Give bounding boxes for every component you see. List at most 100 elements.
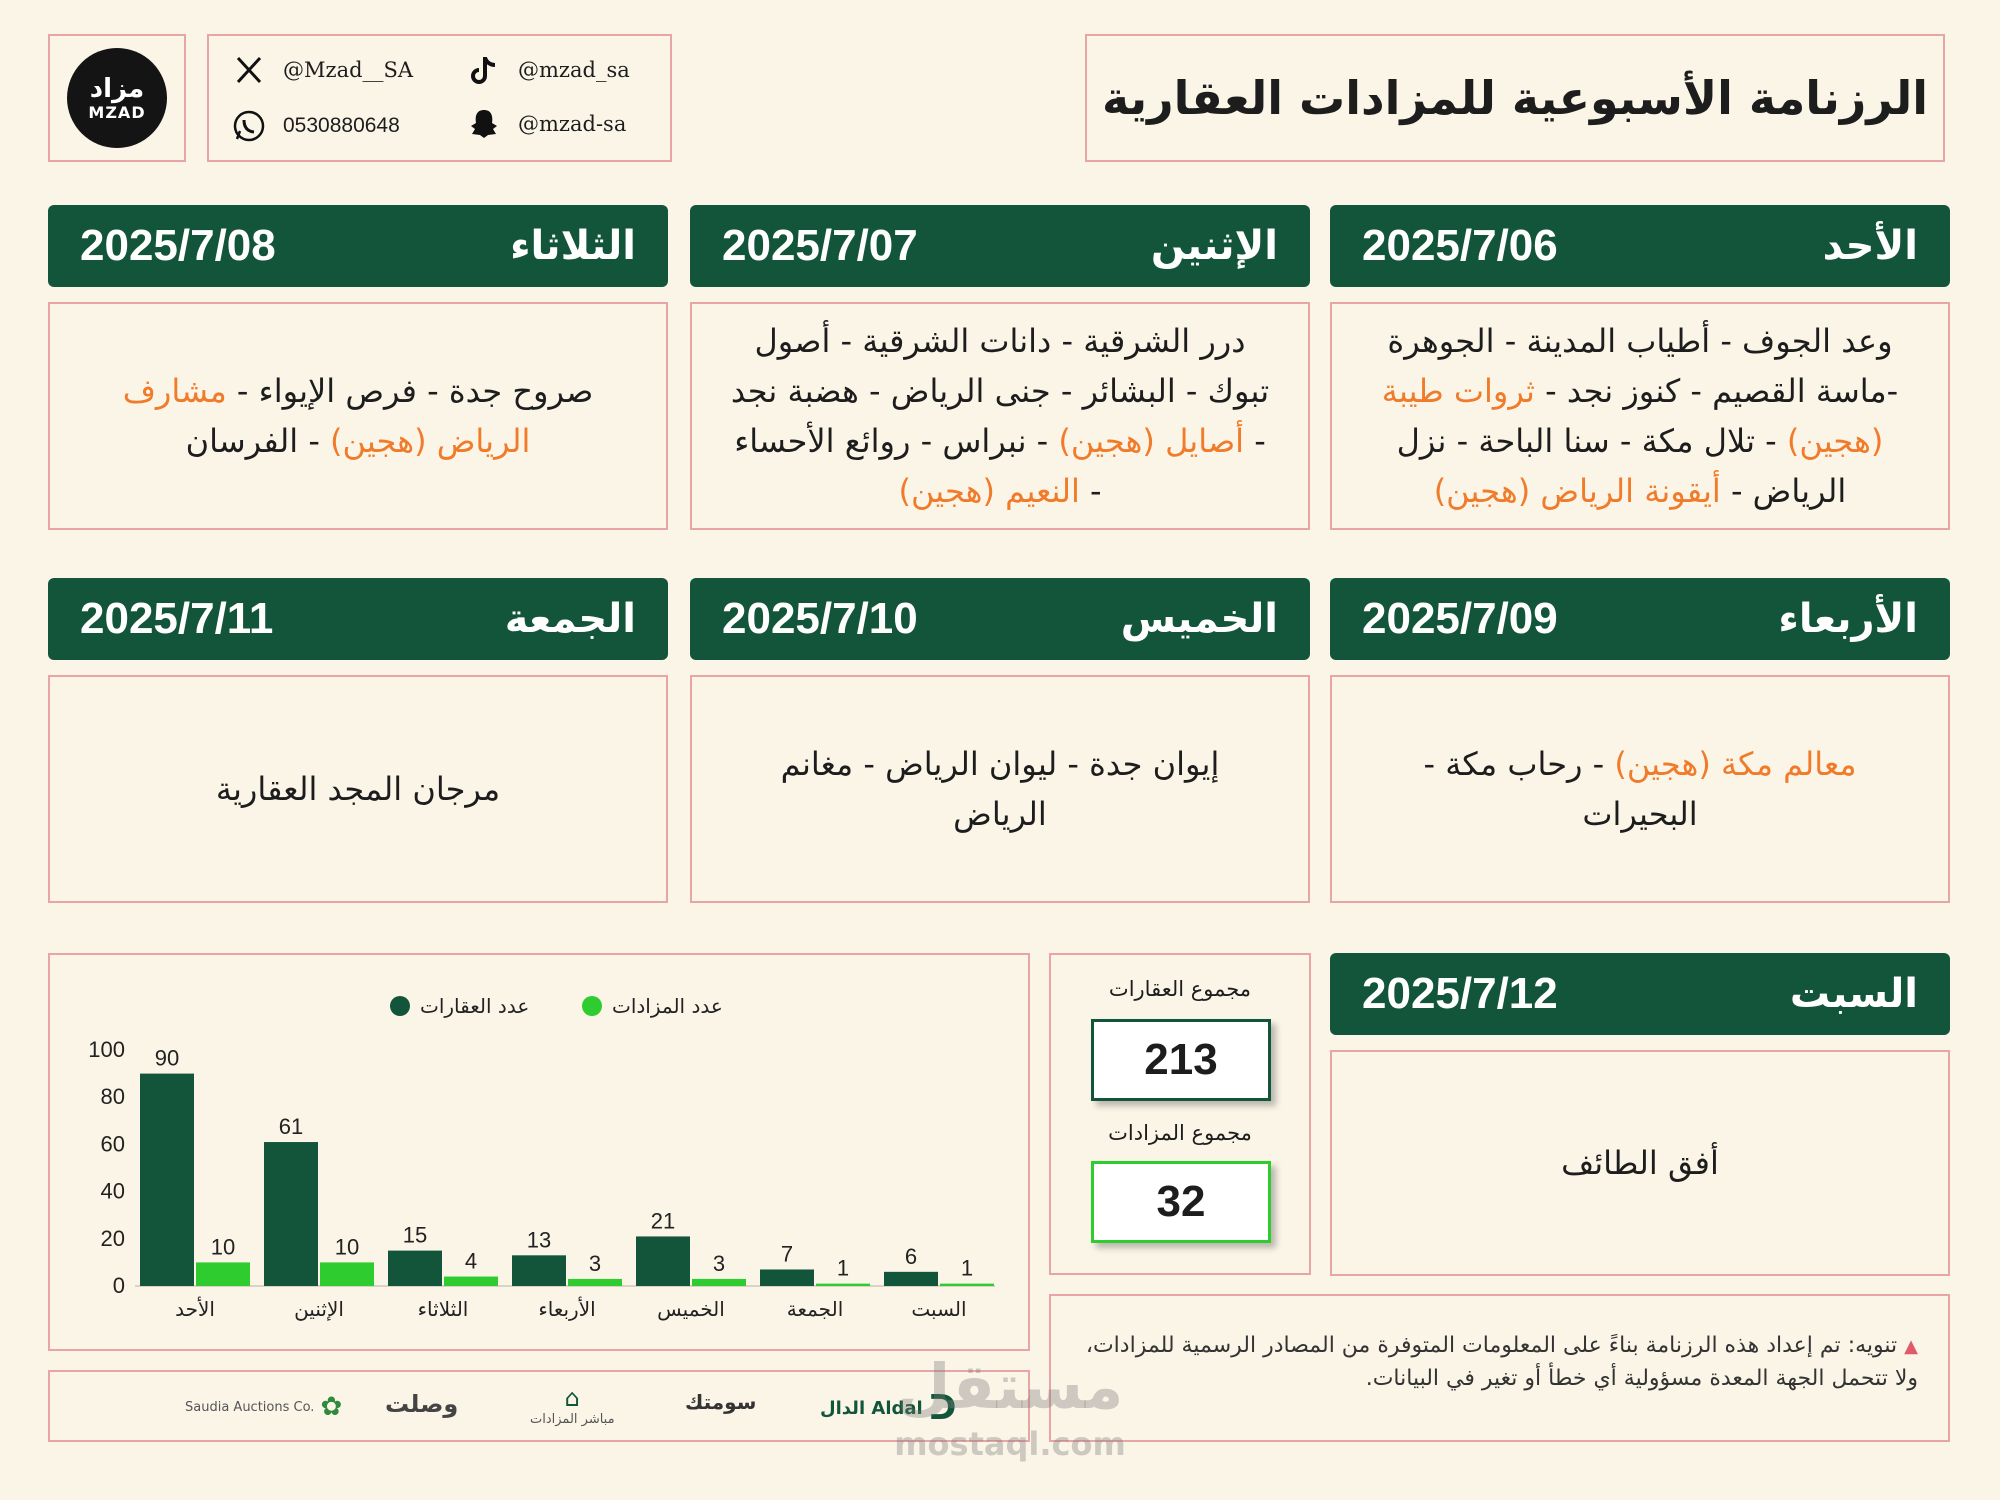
auction-name: مرجان المجد العقارية (215, 770, 501, 808)
logo-arabic: مزاد (89, 73, 145, 104)
bar (388, 1250, 442, 1286)
bar-data-label: 13 (527, 1227, 551, 1252)
x-icon (229, 50, 269, 90)
day-auctions: أفق الطائف (1330, 1050, 1950, 1276)
day-auctions: معالم مكة (هجين) - رحاب مكة - البحيرات (1330, 675, 1950, 903)
day-date: 2025/7/11 (80, 594, 274, 643)
day-auctions: إيوان جدة - ليوان الرياض - مغانم الرياض (690, 675, 1310, 903)
bar-data-label: 10 (211, 1234, 235, 1259)
auction-list: درر الشرقية - دانات الشرقية - أصول تبوك -… (731, 316, 1269, 516)
legend-label: عدد العقارات (420, 994, 529, 1018)
properties-total-label: مجموع العقارات (1108, 977, 1252, 1001)
auction-name: البحيرات (1582, 795, 1698, 833)
auction-name-hybrid: أيقونة الرياض (هجين) (1433, 472, 1721, 510)
mzad-logo: مزاد MZAD (67, 48, 167, 148)
bar (636, 1236, 690, 1286)
day-name: السبت (1789, 971, 1918, 1017)
logo-english: MZAD (88, 102, 146, 122)
bar-data-label: 15 (403, 1223, 427, 1248)
bar-data-label: 90 (155, 1046, 179, 1071)
building-icon: ⌂ (564, 1384, 580, 1412)
auction-name-hybrid: النعيم (هجين) (898, 472, 1080, 510)
sponsor-aldal: الدال Aldal ᑐ (820, 1388, 957, 1428)
day-date: 2025/7/08 (80, 221, 276, 270)
bar (512, 1255, 566, 1286)
auction-line: أفق الطائف (1561, 1138, 1719, 1188)
bar (816, 1283, 870, 1286)
tiktok-link[interactable]: @mzad_sa (464, 50, 630, 90)
auction-list: صروح جدة - فرص الإيواء - مشارف الرياض (هج… (123, 366, 594, 466)
auction-name: - (1244, 422, 1266, 460)
auction-name: الرياض (953, 795, 1047, 833)
x-tick-label: الإثنين (294, 1297, 344, 1321)
x-tick-label: السبت (911, 1297, 966, 1321)
auction-line: وعد الجوف - أطياب المدينة - الجوهرة (1382, 316, 1898, 366)
auction-line: البحيرات (1423, 789, 1856, 839)
logo-box: مزاد MZAD (48, 34, 186, 162)
aldal-logo-icon: ᑐ (928, 1388, 957, 1428)
auction-line: إيوان جدة - ليوان الرياض - مغانم (781, 739, 1220, 789)
auction-list: معالم مكة (هجين) - رحاب مكة - البحيرات (1423, 739, 1856, 839)
bar (940, 1283, 994, 1286)
auction-name-hybrid: ثروات طيبة (1381, 372, 1535, 410)
y-tick-label: 80 (101, 1084, 125, 1109)
bar-data-label: 61 (279, 1114, 303, 1139)
bar-data-label: 4 (465, 1249, 477, 1274)
warning-icon: ▲ (1904, 1336, 1918, 1357)
auction-name-hybrid: أصايل (هجين) (1058, 422, 1245, 460)
auction-line: -ماسة القصيم - كنوز نجد - ثروات طيبة (1382, 366, 1898, 416)
auction-line: - النعيم (هجين) (731, 466, 1269, 516)
auction-line: صروح جدة - فرص الإيواء - مشارف (123, 366, 594, 416)
auction-name: وعد الجوف - أطياب المدينة - الجوهرة (1387, 322, 1893, 360)
day-auctions: درر الشرقية - دانات الشرقية - أصول تبوك -… (690, 302, 1310, 530)
auction-list: وعد الجوف - أطياب المدينة - الجوهرة -ماسة… (1382, 316, 1898, 516)
day-header: 2025/7/09 الأربعاء (1330, 578, 1950, 660)
social-box: @Mzad__SA @mzad_sa 0530880648 @mzad-sa (207, 34, 672, 162)
sponsor-wasalt: وصلت (385, 1390, 459, 1418)
whatsapp-icon (229, 106, 269, 146)
bar-data-label: 6 (905, 1244, 917, 1269)
legend-swatch (390, 996, 410, 1016)
auction-line: الرياض (هجين) - الفرسان (123, 416, 594, 466)
x-link[interactable]: @Mzad__SA (229, 50, 413, 90)
day-name: الأربعاء (1778, 596, 1918, 642)
auction-name: صروح جدة - فرص الإيواء - (226, 372, 594, 410)
whatsapp-number: 0530880648 (283, 114, 400, 137)
bar-data-label: 10 (335, 1234, 359, 1259)
day-header: 2025/7/06 الأحد (1330, 205, 1950, 287)
auction-line: - أصايل (هجين) - نبراس - روائع الأحساء (731, 416, 1269, 466)
day-header: 2025/7/10 الخميس (690, 578, 1310, 660)
bar-data-label: 21 (651, 1208, 675, 1233)
y-tick-label: 20 (101, 1226, 125, 1251)
bar (140, 1073, 194, 1286)
auction-name: -ماسة القصيم - كنوز نجد - (1534, 372, 1899, 410)
auction-name-hybrid: (هجين) (1786, 422, 1884, 460)
auction-name: - (1079, 472, 1102, 510)
notice-text: ▲ تنويه: تم إعداد هذه الرزنامة بناءً على… (1051, 1296, 1948, 1395)
bar-data-label: 1 (961, 1256, 973, 1281)
day-auctions: مرجان المجد العقارية (48, 675, 668, 903)
auction-line: الرياض (781, 789, 1220, 839)
title-box: الرزنامة الأسبوعية للمزادات العقارية (1085, 34, 1945, 162)
totals-box: مجموع العقارات 213 مجموع المزادات 32 (1049, 953, 1311, 1275)
day-header: 2025/7/11 الجمعة (48, 578, 668, 660)
day-date: 2025/7/06 (1362, 221, 1558, 270)
palm-icon: ✿ (320, 1392, 343, 1422)
auction-list: مرجان المجد العقارية (216, 764, 500, 814)
y-tick-label: 100 (88, 1037, 125, 1062)
whatsapp-link[interactable]: 0530880648 (229, 106, 400, 146)
auction-line: (هجين) - تلال مكة - سنا الباحة - نزل (1382, 416, 1898, 466)
snapchat-link[interactable]: @mzad-sa (464, 104, 626, 144)
day-date: 2025/7/12 (1362, 969, 1558, 1018)
auction-name: - تلال مكة - سنا الباحة - نزل (1396, 422, 1787, 460)
sponsor-mubasher: ⌂ مباشر المزادات (530, 1384, 615, 1427)
auctions-total-label: مجموع المزادات (1108, 1121, 1252, 1145)
day-name: الخميس (1120, 596, 1278, 642)
day-name: الثلاثاء (510, 223, 636, 269)
bar (320, 1262, 374, 1286)
x-tick-label: الجمعة (787, 1297, 844, 1321)
auction-name: - نبراس - روائع الأحساء (734, 422, 1059, 460)
auction-name: تبوك - البشائر - جنى الرياض - هضبة نجد (730, 372, 1270, 410)
auction-name: درر الشرقية - دانات الشرقية - أصول (754, 322, 1246, 360)
